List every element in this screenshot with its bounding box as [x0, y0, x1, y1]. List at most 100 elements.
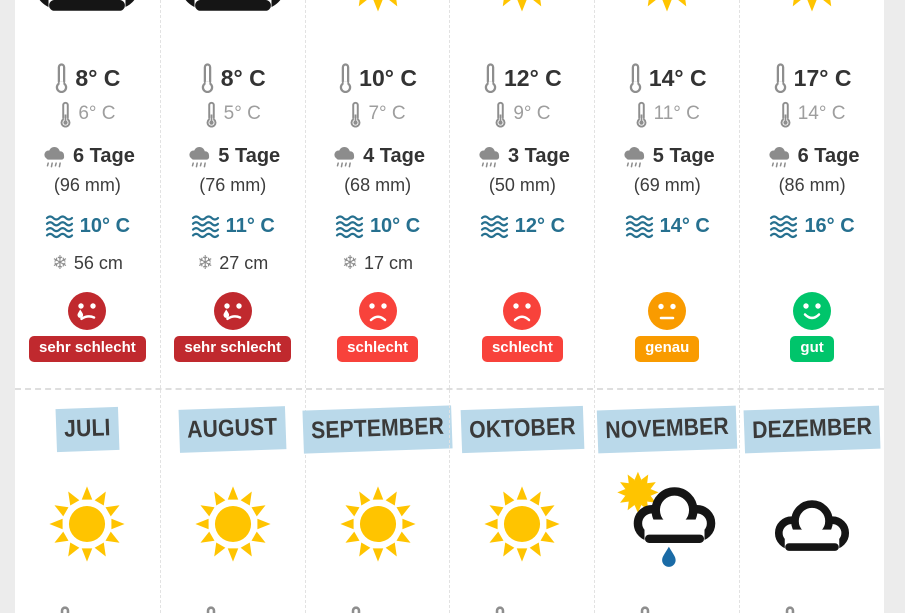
crying-face-icon [68, 292, 106, 330]
water-temperature-row: 10° C [306, 210, 450, 242]
crying-face-icon [214, 292, 252, 330]
thermometer-max-icon [57, 606, 74, 613]
snow-depth-value: 56 cm [73, 252, 123, 273]
rain-amount-row: (69 mm) [595, 172, 739, 198]
month-label[interactable]: DEZEMBER [743, 405, 881, 453]
month-cell: AUGUST [159, 390, 305, 613]
rain-amount-value: (76 mm) [199, 174, 267, 195]
min-temperature-value: 5° C [223, 103, 261, 124]
rain-amount-value: (69 mm) [633, 174, 701, 195]
rain-days-value: 3 Tage [507, 144, 570, 167]
month-climate-cell: 17° C 14° C 6 Tage (86 mm) 16° C [739, 0, 884, 388]
rain-cloud-icon [475, 145, 502, 168]
happy-face-icon [793, 292, 831, 330]
rating-badge-row: sehr schlecht [161, 336, 305, 362]
month-header: JULI [15, 402, 160, 456]
rain-amount-value: (50 mm) [488, 174, 556, 195]
max-temperature-row: 17° C [740, 60, 884, 96]
min-temperature-row: 14° C [740, 98, 884, 130]
snowflake-icon: ❄ [342, 252, 359, 274]
min-temperature-value: 9° C [513, 103, 551, 124]
min-temperature-row: 6° C [15, 98, 160, 130]
rating-face-row [740, 292, 884, 330]
water-temperature-value: 14° C [659, 214, 710, 237]
rating-badge: genau [635, 336, 700, 362]
weather-icon-row [161, 476, 305, 572]
thermometer-min-icon [349, 101, 362, 128]
rain-days-row: 4 Tage [306, 142, 450, 170]
cloud-icon [20, 0, 155, 18]
rain-days-row: 6 Tage [740, 142, 884, 170]
sun-icon [481, 483, 563, 565]
thermometer-max-icon [200, 63, 215, 93]
sun-icon [46, 483, 128, 565]
thermometer-min-icon [494, 101, 507, 128]
rain-days-value: 5 Tage [652, 144, 715, 167]
thermometer-max-icon [54, 63, 69, 93]
rating-badge-row: schlecht [450, 336, 594, 362]
rain-amount-row: (86 mm) [740, 172, 884, 198]
rain-cloud-icon [40, 145, 67, 168]
waves-icon [625, 214, 654, 239]
max-temperature-value: 12° C [504, 64, 562, 91]
sun-cloud-rain-icon [607, 468, 727, 573]
rain-cloud-icon [330, 145, 357, 168]
month-label[interactable]: JULI [55, 406, 120, 452]
thermometer-min-icon [59, 101, 72, 128]
water-temperature-value: 11° C [225, 214, 275, 237]
min-temperature-value: 6° C [78, 103, 116, 124]
rain-amount-value: (96 mm) [53, 174, 121, 195]
sad-face-icon [503, 292, 541, 330]
rain-days-value: 5 Tage [218, 144, 281, 167]
sun-icon [770, 0, 854, 15]
rain-days-row: 5 Tage [161, 142, 305, 170]
rating-badge-row: genau [595, 336, 739, 362]
rain-cloud-icon [185, 145, 212, 168]
water-temperature-row: 10° C [15, 210, 160, 242]
month-label[interactable]: SEPTEMBER [302, 404, 453, 454]
rating-badge-row: gut [740, 336, 884, 362]
rain-days-value: 6 Tage [797, 144, 860, 167]
water-temperature-value: 10° C [369, 214, 421, 237]
snow-depth-value: 27 cm [219, 252, 269, 273]
month-header: SEPTEMBER [302, 402, 453, 456]
waves-icon [769, 214, 798, 239]
month-climate-cell: 12° C 9° C 3 Tage (50 mm) 12° C [449, 0, 594, 388]
min-temperature-value: 7° C [368, 103, 406, 124]
water-temperature-value: 16° C [804, 214, 855, 237]
rain-amount-row: (50 mm) [450, 172, 594, 198]
rating-badge: schlecht [337, 336, 418, 362]
month-label[interactable]: AUGUST [178, 405, 287, 453]
max-temperature-row: 8° C [161, 60, 305, 96]
month-climate-cell: 8° C 6° C 6 Tage (96 mm) 10° C [15, 0, 160, 388]
water-temperature-row: 11° C [161, 210, 305, 242]
water-temperature-value: 12° C [514, 214, 566, 237]
rain-days-row: 5 Tage [595, 142, 739, 170]
month-label[interactable]: OKTOBER [460, 405, 585, 453]
sun-icon [480, 0, 564, 15]
month-cell: NOVEMBER [594, 390, 739, 613]
water-temperature-row: 12° C [450, 210, 594, 242]
sun-icon [337, 483, 419, 565]
month-label[interactable]: NOVEMBER [596, 405, 738, 453]
thermometer-min-icon [205, 101, 218, 128]
water-temperature-row: 16° C [740, 210, 884, 242]
month-climate-cell: 10° C 7° C 4 Tage (68 mm) 10° C [304, 0, 450, 388]
thermometer-max-icon [347, 606, 364, 613]
rain-days-row: 6 Tage [15, 142, 160, 170]
month-climate-cell: 14° C 11° C 5 Tage (69 mm) 14° C [594, 0, 739, 388]
month-header: OKTOBER [450, 402, 594, 456]
min-temperature-value: 11° C [653, 103, 700, 124]
max-temperature-row: 12° C [450, 60, 594, 96]
thermometer-min-icon [635, 101, 648, 128]
rating-face-row [306, 292, 450, 330]
rain-amount-row: (68 mm) [306, 172, 450, 198]
rain-amount-row: (76 mm) [161, 172, 305, 198]
sun-icon [625, 0, 709, 15]
thermometer-max-icon [637, 606, 654, 613]
rain-amount-value: (86 mm) [778, 174, 846, 195]
waves-icon [45, 214, 74, 239]
month-header: NOVEMBER [595, 402, 739, 456]
max-temperature-value: 10° C [359, 64, 417, 91]
thermometer-max-icon [483, 63, 498, 93]
